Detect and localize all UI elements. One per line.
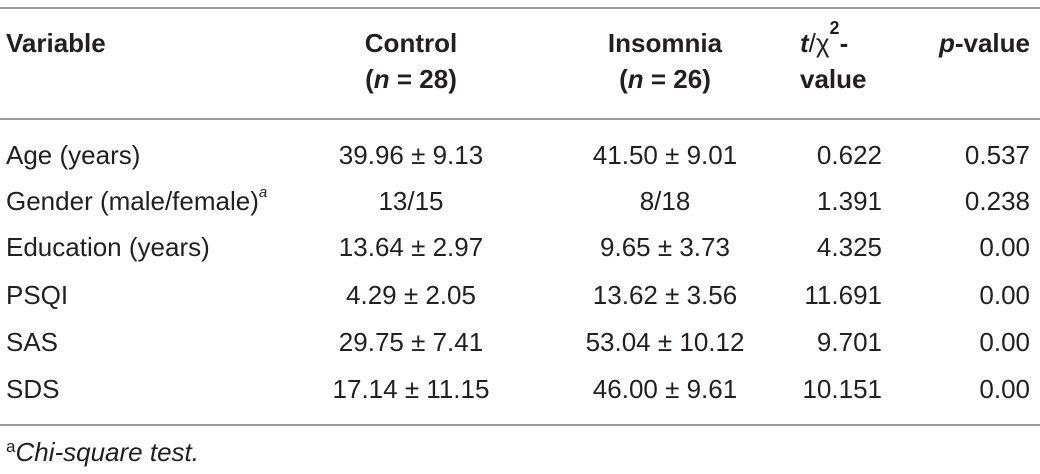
row-p-value: 0.537 [964, 140, 1030, 170]
row-statistic: 10.151 [802, 374, 882, 404]
row-insomnia: 9.65 ± 3.73 [600, 232, 730, 262]
row-statistic: 0.622 [816, 140, 882, 170]
n-value: = 28) [389, 64, 457, 94]
header-statistic: t/χ2- value [800, 19, 867, 94]
chi-exponent: 2 [829, 18, 840, 39]
row-variable-text: Gender (male/female) [6, 186, 259, 216]
row-control: 13/15 [378, 186, 444, 216]
row-statistic: 1.391 [816, 186, 882, 216]
row-variable: Gender (male/female)a [6, 184, 268, 216]
header-insomnia-n: (n = 26) [554, 64, 776, 94]
row-variable-text: PSQI [6, 280, 69, 310]
row-variable-text: Age (years) [6, 140, 141, 170]
footnote: aChi-square test. [6, 436, 199, 472]
row-control: 17.14 ± 11.15 [332, 374, 490, 404]
header-control-n: (n = 28) [300, 64, 522, 94]
header-insomnia: Insomnia (n = 26) [554, 28, 776, 94]
row-insomnia: 41.50 ± 9.01 [592, 140, 738, 170]
row-control: 39.96 ± 9.13 [338, 140, 484, 170]
chi-symbol: /χ [808, 28, 830, 58]
row-control: 29.75 ± 7.41 [338, 327, 484, 357]
row-variable: Age (years) [6, 140, 140, 170]
row-variable-text: SDS [6, 374, 60, 404]
n-symbol: n [627, 64, 644, 94]
row-insomnia: 13.62 ± 3.56 [592, 280, 738, 310]
table-bottom-rule [0, 424, 1040, 426]
row-variable-text: SAS [6, 327, 59, 357]
row-variable-text: Education (years) [6, 232, 210, 262]
t-symbol: t [800, 28, 809, 58]
header-statistic-line2: value [800, 64, 867, 94]
row-p-value: 0.00 [979, 232, 1030, 262]
header-p-value: p-value [900, 28, 1030, 58]
footnote-ref: a [258, 184, 268, 202]
row-control: 13.64 ± 2.97 [338, 232, 484, 262]
row-insomnia: 46.00 ± 9.61 [592, 374, 738, 404]
footnote-mark: a [6, 437, 16, 456]
row-p-value: 0.00 [979, 374, 1030, 404]
n-symbol: n [373, 64, 390, 94]
row-variable: SDS [6, 374, 59, 404]
row-p-value: 0.00 [979, 327, 1030, 357]
header-insomnia-title: Insomnia [607, 28, 723, 58]
row-variable: Education (years) [6, 232, 210, 262]
p-symbol: p [938, 28, 955, 58]
row-statistic: 11.691 [804, 280, 882, 310]
row-p-value: 0.238 [964, 186, 1030, 216]
row-variable: PSQI [6, 280, 68, 310]
p-label: -value [954, 28, 1030, 58]
row-insomnia: 8/18 [639, 186, 691, 216]
row-statistic: 4.325 [816, 232, 882, 262]
header-statistic-line1: t/χ2- [800, 19, 867, 58]
row-variable: SAS [6, 327, 58, 357]
footnote-text: Chi-square test. [15, 437, 199, 467]
row-control: 4.29 ± 2.05 [346, 280, 476, 310]
dash: - [839, 28, 849, 58]
header-rule [0, 118, 1040, 120]
n-value: = 26) [643, 64, 711, 94]
row-statistic: 9.701 [816, 327, 882, 357]
paren: ( [619, 64, 628, 94]
row-insomnia: 53.04 ± 10.12 [585, 327, 745, 357]
table-top-rule [0, 7, 1040, 9]
header-variable: Variable [6, 28, 106, 58]
header-control: Control (n = 28) [300, 28, 522, 94]
paren: ( [365, 64, 374, 94]
row-p-value: 0.00 [979, 280, 1030, 310]
header-control-title: Control [364, 28, 458, 58]
